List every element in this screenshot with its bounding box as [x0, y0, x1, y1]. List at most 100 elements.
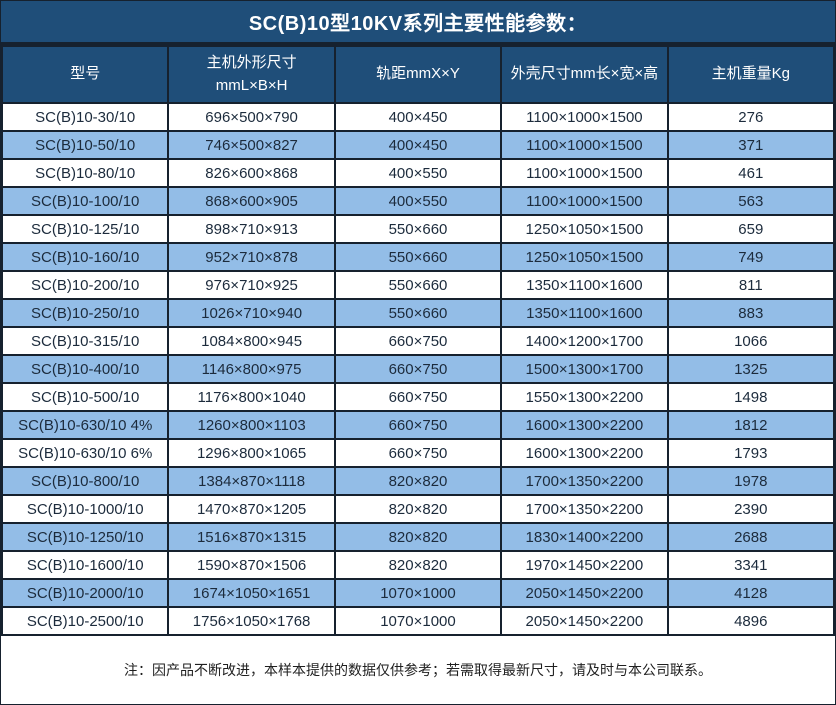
cell-rail-gauge: 660×750: [333, 354, 503, 384]
cell-rail-gauge: 660×750: [333, 382, 503, 412]
table-header: 型号 主机外形尺寸 mmL×B×H 轨距mmX×Y 外壳尺寸mm长×宽×高 主机重量Kg: [1, 45, 835, 104]
table-row: SC(B)10-100/10 868×600×905 400×550 1100×100…: [1, 186, 835, 216]
cell-weight: 3341: [666, 550, 835, 580]
cell-main-dimensions: 976×710×925: [167, 270, 336, 300]
column-header-rail-gauge: 轨距mmX×Y: [333, 45, 503, 104]
cell-rail-gauge: 400×450: [333, 130, 503, 160]
column-header-main-dimensions: 主机外形尺寸 mmL×B×H: [167, 45, 336, 104]
cell-rail-gauge: 550×660: [333, 270, 503, 300]
table-row: SC(B)10-2000/10 1674×1050×1651 1070×1000 20…: [1, 578, 835, 608]
cell-model: SC(B)10-2500/10: [1, 606, 170, 636]
cell-main-dimensions: 746×500×827: [167, 130, 336, 160]
cell-weight: 276: [666, 102, 835, 132]
cell-rail-gauge: 1070×1000: [333, 606, 503, 636]
cell-weight: 4128: [666, 578, 835, 608]
cell-rail-gauge: 820×820: [333, 494, 503, 524]
cell-rail-gauge: 550×660: [333, 298, 503, 328]
cell-model: SC(B)10-250/10: [1, 298, 170, 328]
cell-weight: 1066: [666, 326, 835, 356]
cell-weight: 2390: [666, 494, 835, 524]
table-row: SC(B)10-400/10 1146×800×975 660×750 1500×13…: [1, 354, 835, 384]
cell-shell-dimensions: 1350×1100×1600: [500, 270, 669, 300]
cell-weight: 749: [666, 242, 835, 272]
cell-main-dimensions: 1176×800×1040: [167, 382, 336, 412]
cell-rail-gauge: 1070×1000: [333, 578, 503, 608]
cell-shell-dimensions: 1400×1200×1700: [500, 326, 669, 356]
cell-weight: 371: [666, 130, 835, 160]
table-row: SC(B)10-630/10 4% 1260×800×1103 660×750 160…: [1, 410, 835, 440]
cell-main-dimensions: 1260×800×1103: [167, 410, 336, 440]
table-row: SC(B)10-315/10 1084×800×945 660×750 1400×12…: [1, 326, 835, 356]
table-row: SC(B)10-30/10 696×500×790 400×450 1100×1000…: [1, 102, 835, 132]
cell-model: SC(B)10-1000/10: [1, 494, 170, 524]
cell-model: SC(B)10-500/10: [1, 382, 170, 412]
cell-weight: 563: [666, 186, 835, 216]
cell-weight: 461: [666, 158, 835, 188]
cell-main-dimensions: 1146×800×975: [167, 354, 336, 384]
footer-note: 注：因产品不断改进，本样本提供的数据仅供参考；若需取得最新尺寸，请及时与本公司联…: [1, 636, 835, 704]
cell-model: SC(B)10-160/10: [1, 242, 170, 272]
cell-weight: 1812: [666, 410, 835, 440]
cell-main-dimensions: 1296×800×1065: [167, 438, 336, 468]
column-header-model: 型号: [1, 45, 170, 104]
cell-main-dimensions: 1470×870×1205: [167, 494, 336, 524]
cell-model: SC(B)10-50/10: [1, 130, 170, 160]
cell-shell-dimensions: 2050×1450×2200: [500, 578, 669, 608]
cell-model: SC(B)10-315/10: [1, 326, 170, 356]
cell-shell-dimensions: 1830×1400×2200: [500, 522, 669, 552]
table-row: SC(B)10-2500/10 1756×1050×1768 1070×1000 20…: [1, 606, 835, 636]
cell-model: SC(B)10-200/10: [1, 270, 170, 300]
cell-main-dimensions: 1084×800×945: [167, 326, 336, 356]
table-row: SC(B)10-250/10 1026×710×940 550×660 1350×11…: [1, 298, 835, 328]
cell-main-dimensions: 1026×710×940: [167, 298, 336, 328]
cell-weight: 659: [666, 214, 835, 244]
cell-main-dimensions: 826×600×868: [167, 158, 336, 188]
cell-rail-gauge: 820×820: [333, 522, 503, 552]
cell-main-dimensions: 1756×1050×1768: [167, 606, 336, 636]
cell-rail-gauge: 660×750: [333, 438, 503, 468]
cell-model: SC(B)10-1250/10: [1, 522, 170, 552]
column-header-weight: 主机重量Kg: [666, 45, 835, 104]
cell-rail-gauge: 660×750: [333, 410, 503, 440]
cell-weight: 1793: [666, 438, 835, 468]
cell-model: SC(B)10-30/10: [1, 102, 170, 132]
cell-model: SC(B)10-1600/10: [1, 550, 170, 580]
header-row: 型号 主机外形尺寸 mmL×B×H 轨距mmX×Y 外壳尺寸mm长×宽×高 主机重量Kg: [1, 45, 835, 104]
cell-shell-dimensions: 1100×1000×1500: [500, 130, 669, 160]
cell-rail-gauge: 660×750: [333, 326, 503, 356]
table-row: SC(B)10-80/10 826×600×868 400×550 1100×1000…: [1, 158, 835, 188]
cell-shell-dimensions: 1600×1300×2200: [500, 438, 669, 468]
cell-model: SC(B)10-125/10: [1, 214, 170, 244]
table-row: SC(B)10-1600/10 1590×870×1506 820×820 1970×…: [1, 550, 835, 580]
cell-main-dimensions: 1384×870×1118: [167, 466, 336, 496]
table-row: SC(B)10-800/10 1384×870×1118 820×820 1700×1…: [1, 466, 835, 496]
page-title: SC(B)10型10KV系列主要性能参数：: [1, 1, 835, 45]
cell-weight: 1325: [666, 354, 835, 384]
table-row: SC(B)10-50/10 746×500×827 400×450 1100×1000…: [1, 130, 835, 160]
cell-model: SC(B)10-400/10: [1, 354, 170, 384]
cell-main-dimensions: 1590×870×1506: [167, 550, 336, 580]
table-row: SC(B)10-200/10 976×710×925 550×660 1350×110…: [1, 270, 835, 300]
cell-rail-gauge: 820×820: [333, 550, 503, 580]
cell-shell-dimensions: 1350×1100×1600: [500, 298, 669, 328]
cell-rail-gauge: 550×660: [333, 214, 503, 244]
cell-shell-dimensions: 1250×1050×1500: [500, 214, 669, 244]
cell-main-dimensions: 696×500×790: [167, 102, 336, 132]
table-row: SC(B)10-125/10 898×710×913 550×660 1250×105…: [1, 214, 835, 244]
column-header-shell-dimensions: 外壳尺寸mm长×宽×高: [500, 45, 669, 104]
cell-shell-dimensions: 1250×1050×1500: [500, 242, 669, 272]
cell-main-dimensions: 898×710×913: [167, 214, 336, 244]
cell-model: SC(B)10-800/10: [1, 466, 170, 496]
cell-model: SC(B)10-2000/10: [1, 578, 170, 608]
cell-shell-dimensions: 1600×1300×2200: [500, 410, 669, 440]
cell-main-dimensions: 1516×870×1315: [167, 522, 336, 552]
cell-shell-dimensions: 1100×1000×1500: [500, 158, 669, 188]
cell-weight: 1498: [666, 382, 835, 412]
table-row: SC(B)10-160/10 952×710×878 550×660 1250×105…: [1, 242, 835, 272]
cell-shell-dimensions: 1100×1000×1500: [500, 186, 669, 216]
cell-model: SC(B)10-80/10: [1, 158, 170, 188]
table-row: SC(B)10-630/10 6% 1296×800×1065 660×750 160…: [1, 438, 835, 468]
cell-rail-gauge: 400×550: [333, 158, 503, 188]
cell-main-dimensions: 952×710×878: [167, 242, 336, 272]
